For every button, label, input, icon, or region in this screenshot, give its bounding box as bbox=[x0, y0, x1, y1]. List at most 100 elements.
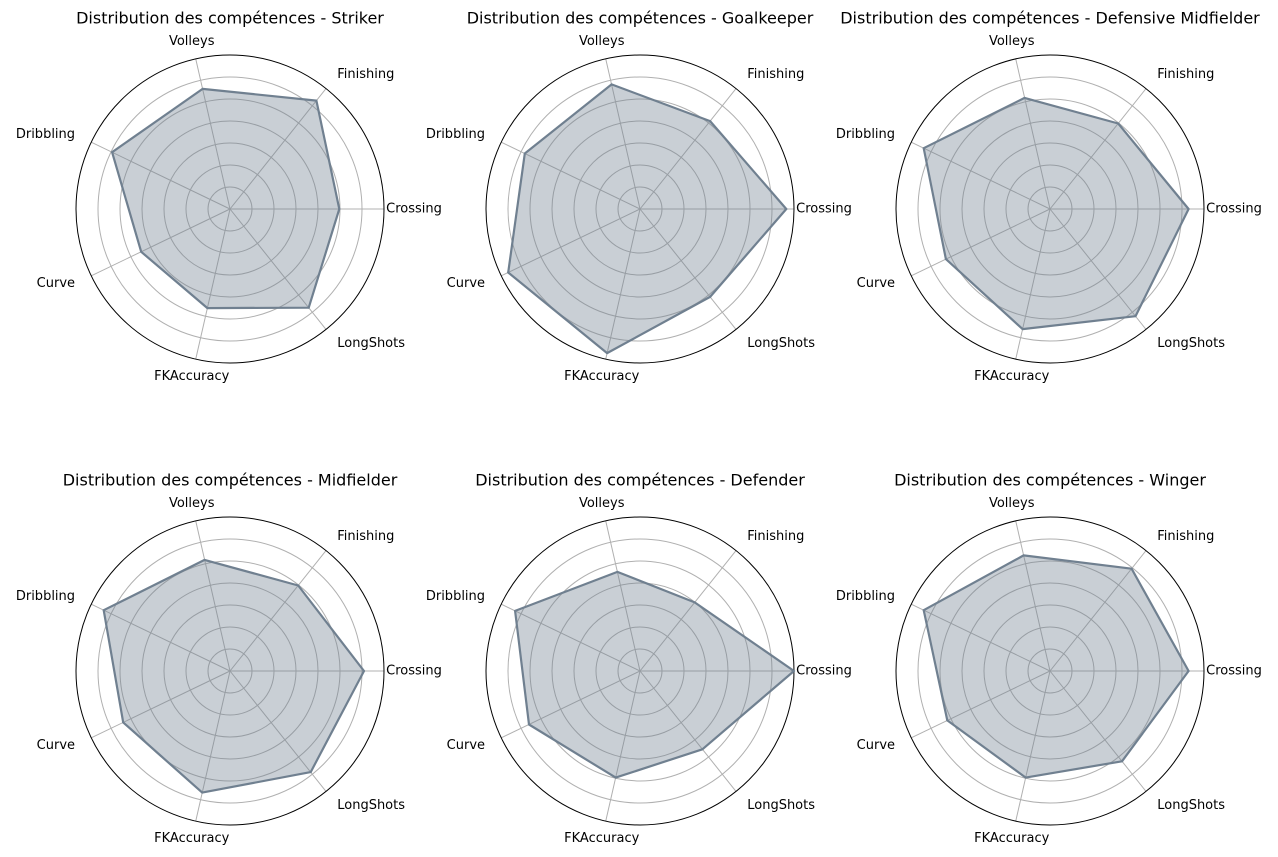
data-point-crossing bbox=[363, 670, 365, 672]
data-point-fkaccuracy bbox=[1021, 328, 1024, 331]
data-point-crossing bbox=[793, 670, 795, 672]
axis-label-longshots: LongShots bbox=[747, 336, 815, 351]
grid-spoke bbox=[229, 550, 327, 672]
axis-label-crossing: Crossing bbox=[1206, 664, 1262, 679]
grid-spoke bbox=[911, 603, 1051, 672]
chart-title: Distribution des compétences - Midfielde… bbox=[63, 471, 398, 490]
grid-spoke bbox=[911, 141, 1051, 210]
axis-label-finishing: Finishing bbox=[337, 529, 394, 544]
series-area bbox=[923, 555, 1189, 778]
axis-label-longshots: LongShots bbox=[747, 798, 815, 813]
series-area bbox=[508, 84, 787, 354]
data-point-fkaccuracy bbox=[1024, 776, 1027, 779]
series-area bbox=[103, 559, 364, 793]
axis-label-longshots: LongShots bbox=[337, 336, 405, 351]
axis-label-curve: Curve bbox=[37, 276, 75, 291]
chart-title: Distribution des compétences - Defender bbox=[475, 471, 805, 490]
series-line bbox=[922, 96, 1190, 331]
radar-chart-2: Distribution des compétences - Goalkeepe… bbox=[426, 9, 852, 385]
axis-label-curve: Curve bbox=[37, 738, 75, 753]
polar-frame bbox=[75, 54, 385, 364]
data-point-crossing bbox=[1187, 208, 1190, 210]
grid-spoke bbox=[501, 208, 641, 277]
data-point-longshots bbox=[307, 306, 310, 309]
grid-spoke bbox=[91, 603, 231, 672]
series-area bbox=[515, 571, 794, 778]
polar-frame bbox=[895, 516, 1205, 826]
grid-spoke bbox=[195, 58, 231, 210]
axis-label-dribbling: Dribbling bbox=[16, 589, 75, 604]
series-line bbox=[922, 554, 1190, 779]
axis-label-dribbling: Dribbling bbox=[426, 589, 485, 604]
grid-spoke bbox=[605, 670, 641, 822]
data-point-finishing bbox=[693, 601, 696, 604]
data-point-curve bbox=[140, 250, 143, 253]
data-point-dribbling bbox=[102, 609, 105, 612]
grid-spoke bbox=[501, 603, 641, 672]
data-point-dribbling bbox=[111, 151, 114, 154]
axis-label-curve: Curve bbox=[447, 276, 485, 291]
series-line bbox=[110, 87, 341, 310]
chart-title: Distribution des compétences - Winger bbox=[894, 471, 1206, 490]
axis-label-longshots: LongShots bbox=[337, 798, 405, 813]
grid-spoke bbox=[605, 208, 641, 360]
data-point-finishing bbox=[709, 120, 712, 123]
grid-spoke bbox=[195, 670, 231, 822]
data-point-curve bbox=[944, 258, 947, 261]
axis-label-fkaccuracy: FKAccuracy bbox=[564, 369, 639, 384]
axis-label-curve: Curve bbox=[857, 738, 895, 753]
data-point-fkaccuracy bbox=[614, 776, 617, 779]
series-line bbox=[102, 558, 366, 794]
grid-spoke bbox=[605, 520, 641, 672]
axis-label-volleys: Volleys bbox=[579, 496, 625, 511]
axis-label-crossing: Crossing bbox=[1206, 202, 1262, 217]
data-point-crossing bbox=[785, 208, 788, 210]
data-point-longshots bbox=[709, 295, 712, 298]
data-point-finishing bbox=[1117, 122, 1120, 125]
grid-spoke bbox=[911, 670, 1051, 739]
axis-label-dribbling: Dribbling bbox=[836, 589, 895, 604]
grid-spoke bbox=[501, 670, 641, 739]
axis-label-finishing: Finishing bbox=[1157, 529, 1214, 544]
data-point-curve bbox=[946, 719, 949, 722]
axis-label-crossing: Crossing bbox=[386, 202, 442, 217]
axis-label-curve: Curve bbox=[857, 276, 895, 291]
data-point-longshots bbox=[1134, 315, 1137, 318]
radar-chart-3: Distribution des compétences - Defensive… bbox=[836, 9, 1262, 385]
axis-label-fkaccuracy: FKAccuracy bbox=[154, 831, 229, 846]
chart-title: Distribution des compétences - Striker bbox=[76, 9, 384, 28]
axis-label-curve: Curve bbox=[447, 738, 485, 753]
data-point-volleys bbox=[203, 558, 206, 561]
data-point-curve bbox=[507, 271, 510, 274]
grid-spoke bbox=[1015, 520, 1051, 672]
data-point-crossing bbox=[1187, 670, 1190, 672]
axis-label-longshots: LongShots bbox=[1157, 336, 1225, 351]
axis-label-finishing: Finishing bbox=[337, 67, 394, 82]
grid-spoke bbox=[91, 208, 231, 277]
grid-spoke bbox=[639, 208, 737, 330]
grid-spoke bbox=[1049, 88, 1147, 210]
data-point-volleys bbox=[201, 87, 204, 90]
grid-spoke bbox=[639, 670, 737, 792]
grid-spoke bbox=[1015, 208, 1051, 360]
axis-label-dribbling: Dribbling bbox=[426, 127, 485, 142]
data-point-volleys bbox=[1023, 96, 1026, 99]
data-point-finishing bbox=[1130, 567, 1133, 570]
axis-label-dribbling: Dribbling bbox=[16, 127, 75, 142]
axis-label-fkaccuracy: FKAccuracy bbox=[154, 369, 229, 384]
radar-chart-6: Distribution des compétences - Winger Cro… bbox=[836, 471, 1262, 847]
grid-spoke bbox=[229, 208, 327, 330]
grid-spoke bbox=[911, 208, 1051, 277]
axis-label-volleys: Volleys bbox=[169, 496, 215, 511]
chart-title: Distribution des compétences - Defensive… bbox=[840, 9, 1260, 28]
data-point-dribbling bbox=[922, 147, 925, 150]
axis-label-volleys: Volleys bbox=[579, 34, 625, 49]
grid-spoke bbox=[1015, 670, 1051, 822]
grid-spoke bbox=[91, 670, 231, 739]
axis-label-longshots: LongShots bbox=[1157, 798, 1225, 813]
polar-frame bbox=[485, 54, 795, 364]
data-point-dribbling bbox=[922, 609, 925, 612]
polar-frame bbox=[895, 54, 1205, 364]
axis-label-fkaccuracy: FKAccuracy bbox=[564, 831, 639, 846]
